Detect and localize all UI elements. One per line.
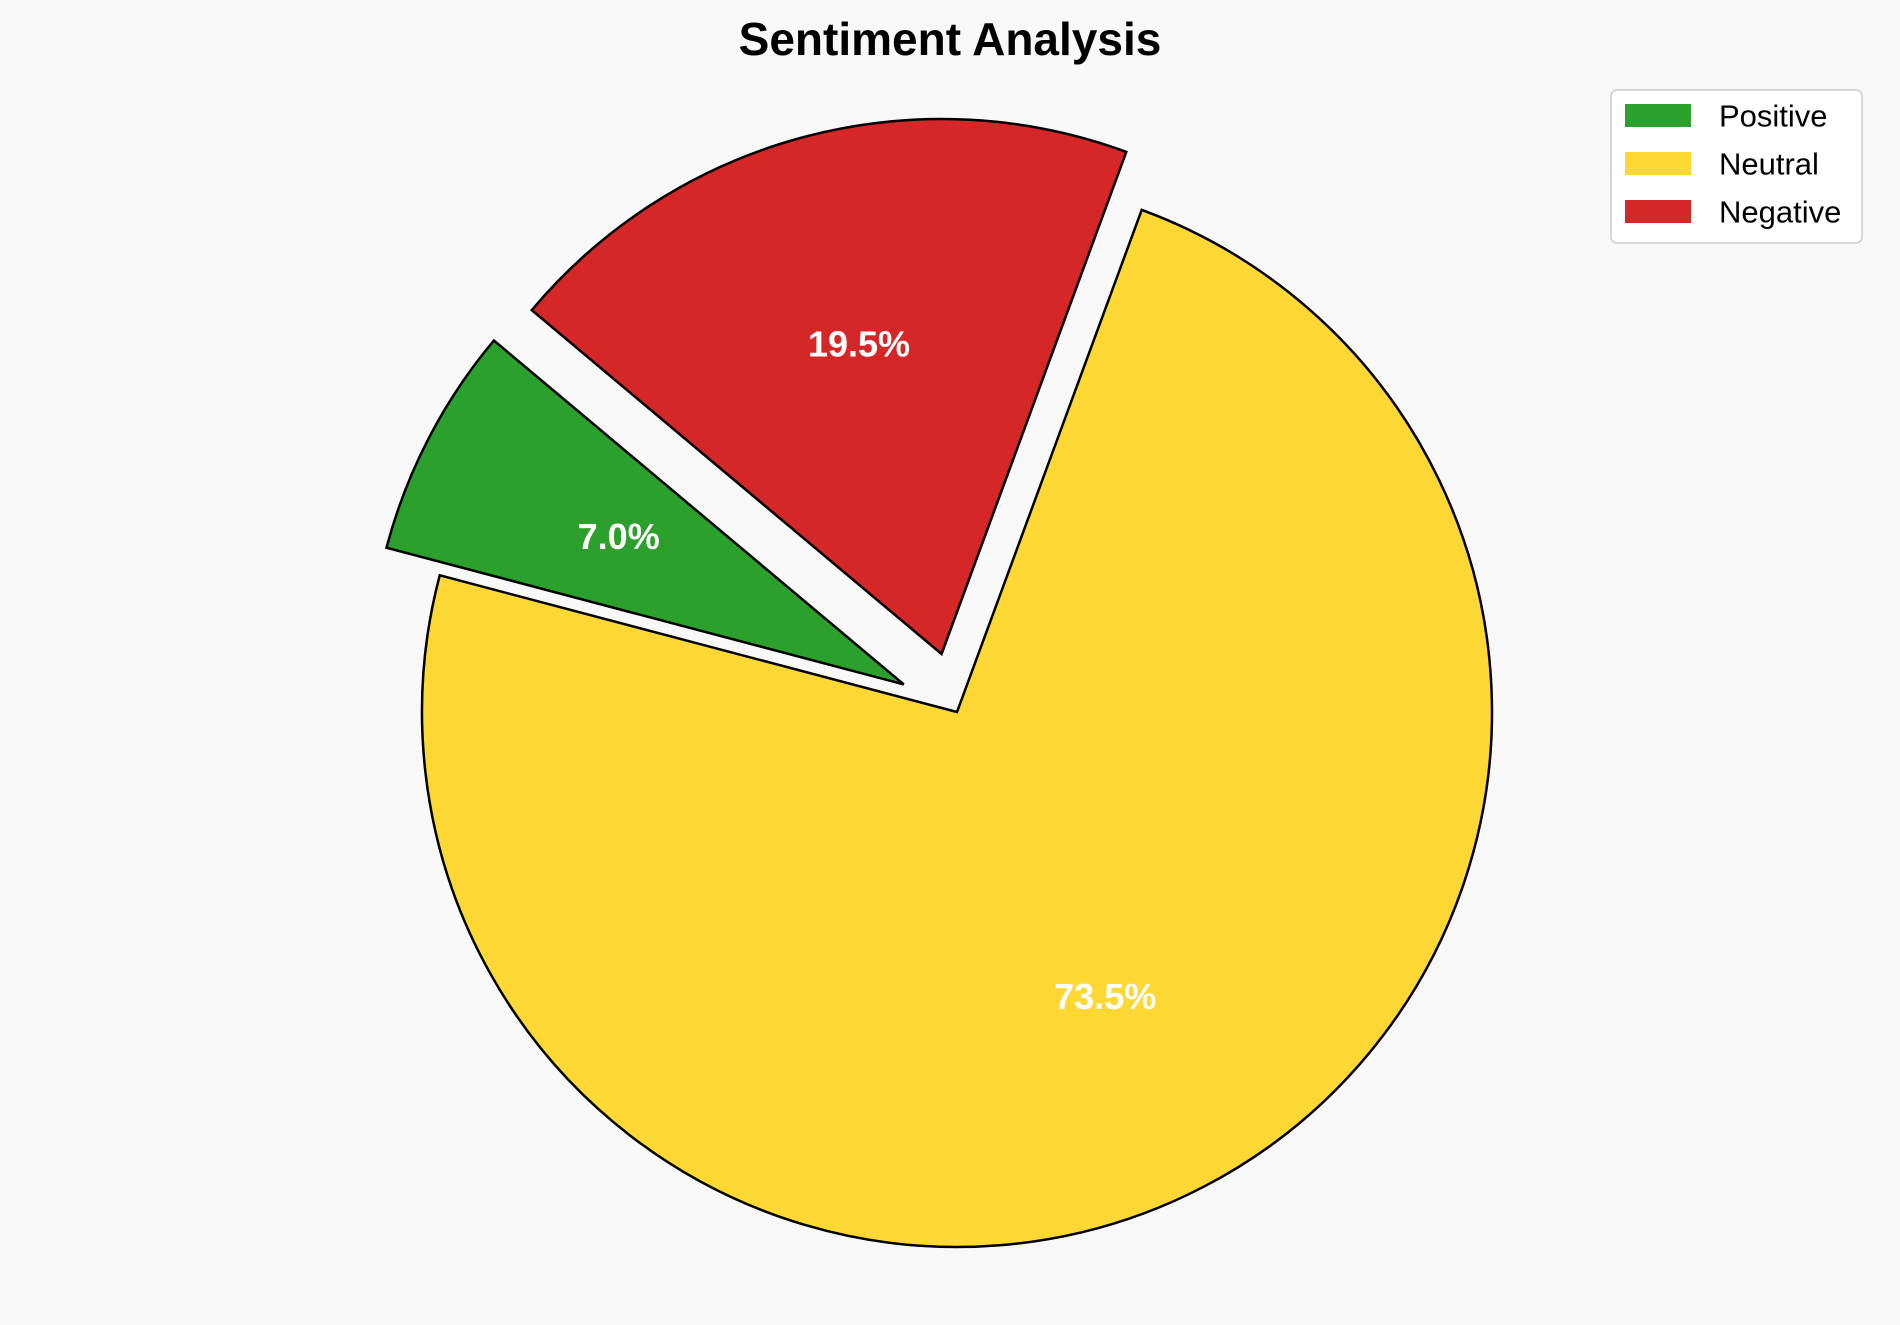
pie-slice-negative (529, 117, 1128, 657)
legend: Positive Neutral Negative (1610, 89, 1863, 244)
legend-label-neutral: Neutral (1719, 147, 1819, 182)
pie-slice-neutral (420, 208, 1494, 1249)
pie-slice-positive (384, 338, 905, 686)
legend-label-negative: Negative (1719, 195, 1841, 230)
pie-slices (384, 117, 1494, 1249)
legend-swatch-positive (1625, 104, 1691, 127)
pct-label-neutral: 73.5% (1054, 976, 1156, 1017)
pct-label-positive: 7.0% (578, 516, 660, 557)
chart-title: Sentiment Analysis (739, 13, 1162, 65)
pct-label-negative: 19.5% (808, 323, 910, 364)
legend-swatch-negative (1625, 200, 1691, 223)
pie-labels: 7.0% 73.5% 19.5% (578, 323, 1157, 1017)
legend-label-positive: Positive (1719, 99, 1828, 134)
legend-swatch-neutral (1625, 152, 1691, 175)
